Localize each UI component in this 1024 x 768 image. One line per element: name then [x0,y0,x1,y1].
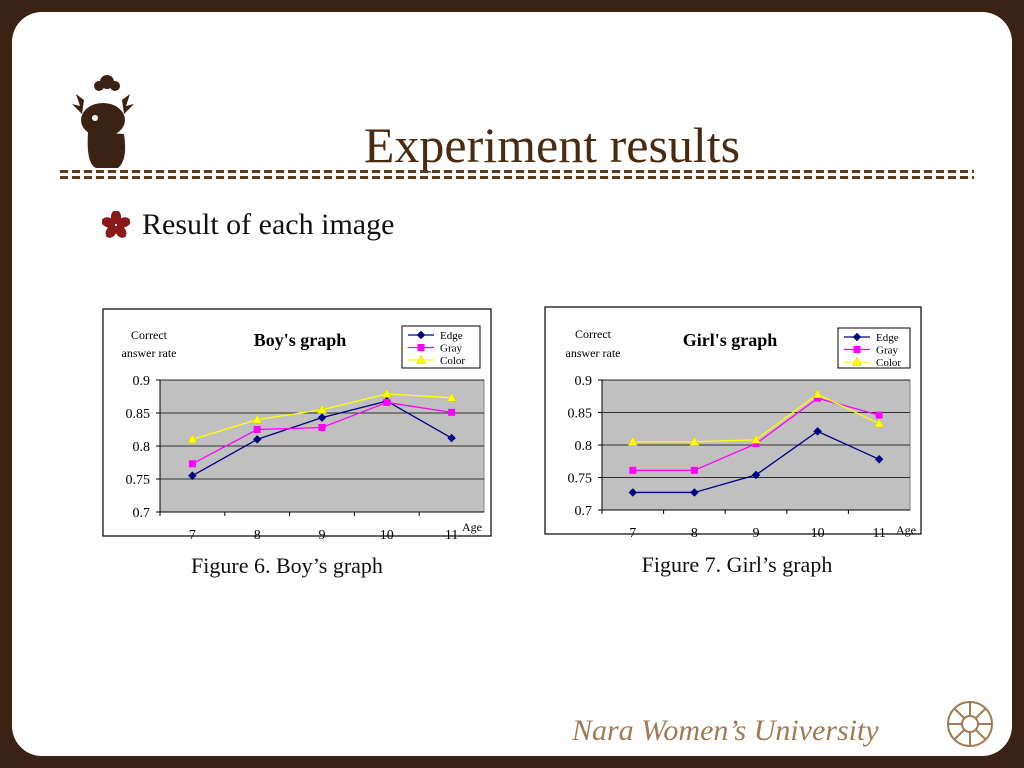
data-point-color [317,404,327,414]
y-tick-label: 0.7 [133,506,151,521]
y-tick-label: 0.85 [126,407,151,422]
data-point-color [689,436,700,446]
legend-marker-gray [417,344,425,351]
data-point-gray [448,408,456,416]
y-axis-label-line2: answer rate [122,346,177,360]
data-point-edge [628,488,638,497]
legend-label-edge: Edge [876,332,899,344]
data-point-color [187,433,198,444]
data-point-color [751,434,761,444]
legend-marker-color [416,354,426,364]
data-point-edge [252,435,262,444]
data-point-gray [188,460,196,468]
y-tick-label: 0.8 [133,440,151,455]
y-tick-label: 0.9 [575,374,593,389]
data-point-edge [447,433,456,443]
legend-marker-edge [416,330,426,340]
figure-caption-boy: Figure 6. Boy’s graph [191,553,383,578]
data-point-edge [751,470,761,480]
legend-marker-color [852,356,862,366]
x-tick-label: 11 [872,526,885,538]
x-tick-label: 10 [811,526,825,538]
legend-label-color: Color [876,357,901,369]
x-tick-label: 8 [691,526,698,538]
data-point-edge [690,488,699,497]
legend-label-gray: Gray [876,345,898,357]
bullet-item: Result of each image [102,208,394,242]
data-point-color [381,388,392,398]
legend-label-gray: Gray [440,343,462,355]
data-point-gray [629,466,637,474]
footer-university-name: Nara Women’s University [572,714,879,747]
data-point-gray [318,424,326,432]
x-tick-label: 7 [629,526,636,538]
sakura-flower-icon [102,211,130,238]
data-point-color [812,388,823,399]
boy-line-chart: 0.7 0.75 0.8 0.85 0.9 7 8 9 10 11 Boy's graph Corre… [102,308,492,540]
data-point-gray [690,466,698,474]
data-point-color [627,436,638,446]
y-tick-label: 0.75 [568,472,593,487]
y-axis-label-line1: Correct [575,327,612,341]
data-point-gray [814,394,822,402]
x-tick-label: 9 [319,528,326,540]
title-divider [60,170,974,180]
legend-label-edge: Edge [440,330,463,342]
chart-title: Boy's graph [254,330,347,350]
legend-box [837,327,911,369]
y-tick-label: 0.8 [575,439,593,454]
x-tick-label: 8 [254,528,261,540]
x-tick-label: 9 [753,526,760,538]
chart-title: Girl's graph [683,330,778,350]
y-tick-label: 0.7 [575,504,593,519]
bullet-text: Result of each image [142,208,395,241]
y-axis-label-line1: Correct [131,328,168,342]
data-point-edge [813,426,822,436]
data-point-gray [752,440,760,448]
legend-marker-edge [852,332,862,342]
data-point-gray [383,398,391,406]
x-tick-label: 11 [445,528,458,540]
x-tick-label: 10 [380,528,394,540]
legend-label-color: Color [440,355,465,367]
data-point-edge [317,413,327,422]
deer-mascot-icon [72,75,134,168]
data-point-color [446,392,457,402]
x-tick-label: 7 [189,528,196,540]
x-axis-label: Age [896,523,916,537]
y-axis-label-line2: answer rate [566,346,621,360]
slide: Experiment results Result of each image … [12,12,1012,756]
data-point-color [252,414,263,424]
girl-line-chart: 0.7 0.75 0.8 0.85 0.9 7 8 9 10 11 Girl's graph Corr… [544,306,922,538]
data-point-edge [188,471,197,481]
slide-title: Experiment results [363,117,741,173]
data-point-edge [874,454,884,464]
figure-caption-girl: Figure 7. Girl’s graph [641,552,833,577]
data-point-gray [875,411,883,419]
x-axis-label: Age [462,520,482,534]
university-seal-icon [947,701,993,747]
y-tick-label: 0.75 [126,473,151,488]
data-point-gray [253,426,261,433]
y-tick-label: 0.9 [133,374,151,389]
legend-marker-gray [853,346,861,353]
data-point-color [874,418,885,428]
y-tick-label: 0.85 [568,407,593,422]
